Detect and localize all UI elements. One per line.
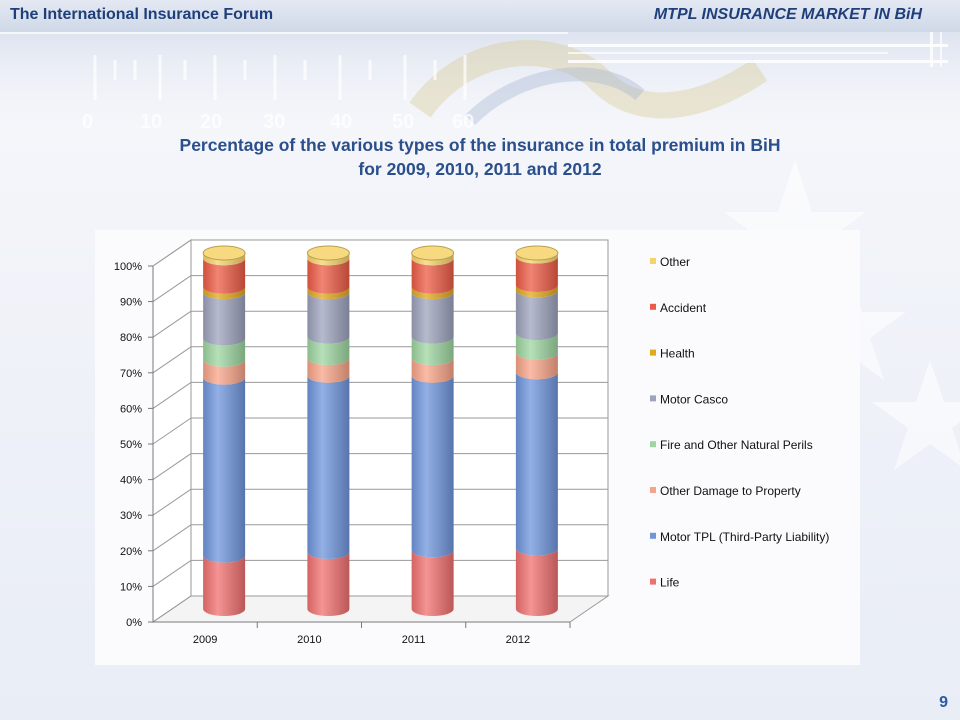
legend-swatch [650, 578, 656, 585]
legend-label: Motor TPL (Third-Party Liability) [660, 530, 829, 544]
gridline-diagonal [152, 310, 192, 338]
bar-segment [307, 258, 350, 294]
gridline-diagonal [152, 488, 192, 516]
legend-label: Fire and Other Natural Perils [660, 438, 813, 452]
bar-segment [515, 333, 558, 360]
ruler-label: 30 [263, 111, 285, 133]
gridline-diagonal [152, 381, 192, 409]
y-tick-label: 0% [126, 617, 142, 629]
bar-segment [307, 336, 350, 366]
y-tick-label: 80% [120, 332, 142, 344]
forum-title: The International Insurance Forum [10, 6, 274, 23]
x-tick-label: 2010 [297, 634, 321, 646]
legend-swatch [650, 349, 656, 356]
chart-title-line-2: for 2009, 2010, 2011 and 2012 [358, 159, 602, 179]
y-tick-label: 70% [120, 368, 142, 380]
bar-segment [307, 375, 350, 560]
legend-swatch [650, 532, 656, 539]
chart-panel: 0% 10% 20% 30% 40% 50% 60% 70% 80% 90% 100% 2009 201… [95, 230, 860, 665]
bar-segment [203, 359, 246, 385]
bar-segment [411, 336, 454, 366]
bar-segment [411, 375, 454, 558]
x-tick-label: 2009 [193, 634, 217, 646]
y-tick-label: 100% [114, 261, 142, 273]
bar-segment [515, 256, 558, 293]
gridline-diagonal [152, 524, 192, 552]
legend-swatch [650, 395, 656, 402]
bar-top-cap [411, 245, 455, 261]
bar-segment [203, 253, 246, 266]
chart-title: Percentage of the various types of the i… [90, 133, 870, 181]
y-tick-label: 30% [120, 510, 142, 522]
x-tick-label: 2011 [402, 634, 426, 646]
y-tick-label: 60% [120, 403, 142, 415]
y-tick-label: 10% [120, 581, 142, 593]
bar-segment [307, 253, 350, 266]
bar-segment [203, 377, 246, 563]
ruler-label: 0 [82, 111, 93, 133]
bar-segment [515, 253, 558, 264]
bar-segment [515, 285, 558, 298]
y-tick-label: 40% [120, 475, 142, 487]
chart-title-line-1: Percentage of the various types of the i… [179, 135, 781, 155]
y-tick-label: 20% [120, 546, 142, 558]
bar-segment [411, 292, 454, 344]
bar-segment [411, 550, 454, 616]
bar-segment [411, 253, 454, 266]
y-tick-label: 50% [120, 439, 142, 451]
legend-swatch [650, 303, 656, 310]
bar-segment [203, 286, 246, 300]
bar-segment [307, 358, 350, 383]
bar-segment [411, 358, 454, 383]
y-tick-label: 90% [120, 297, 142, 309]
bar-top-cap [306, 245, 350, 261]
bar-top-cap [202, 245, 246, 261]
stacked-cylinder-chart: 0% 10% 20% 30% 40% 50% 60% 70% 80% 90% 100% 2009 201… [114, 239, 829, 646]
ruler-label: 20 [200, 111, 222, 133]
legend-label: Other [660, 255, 690, 269]
legend-label: Life [660, 576, 680, 590]
bar-segment [411, 286, 454, 300]
bar-segment [203, 292, 246, 346]
ruler-label: 10 [140, 111, 162, 133]
bar-segment [515, 548, 558, 616]
page-number: 9 [939, 694, 948, 711]
bar-segment [307, 286, 350, 300]
bar-segment [515, 290, 558, 341]
bar-segment [203, 258, 246, 294]
x-tick-label: 2012 [506, 634, 530, 646]
bar-segment [515, 372, 558, 556]
bar-segment [203, 338, 246, 367]
legend-swatch [650, 441, 656, 448]
gridline-diagonal [152, 417, 192, 445]
legend-label: Other Damage to Property [660, 484, 801, 498]
ruler-label: 60 [452, 111, 474, 133]
gridline-diagonal [152, 453, 192, 481]
gridline-diagonal [152, 346, 192, 374]
header-bar: The International Insurance Forum MTPL I… [0, 0, 960, 32]
ruler-label: 40 [330, 111, 352, 133]
bar-segment [515, 352, 558, 380]
legend-swatch [650, 487, 656, 493]
bar-segment [411, 258, 454, 294]
gridline-diagonal [152, 595, 192, 623]
bar-top-cap [515, 245, 559, 261]
legend-label: Motor Casco [660, 392, 728, 406]
section-title: MTPL INSURANCE MARKET IN BiH [653, 6, 922, 23]
bar-segment [307, 292, 350, 344]
legend-swatch [650, 258, 656, 264]
legend-label: Health [660, 347, 695, 361]
legend-label: Accident [660, 301, 707, 315]
ruler-label: 50 [392, 111, 414, 133]
bar-segment [307, 552, 350, 616]
gridline-diagonal [152, 559, 192, 587]
bar-segment [203, 555, 246, 616]
gridline-diagonal [152, 275, 192, 303]
gridline-diagonal [152, 239, 192, 267]
